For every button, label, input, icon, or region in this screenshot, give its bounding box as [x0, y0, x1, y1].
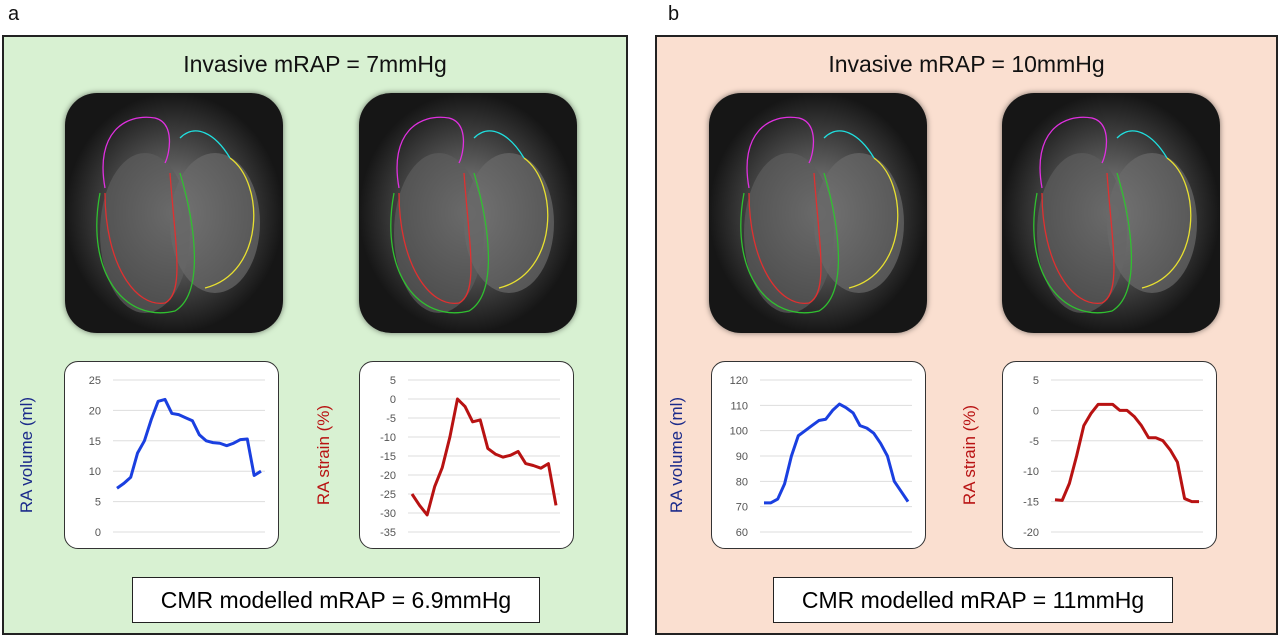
- y-tick-label: 0: [95, 527, 101, 539]
- y-tick-label: -10: [380, 432, 396, 444]
- series-line: [1054, 402, 1199, 504]
- y-tick-label: 10: [89, 466, 101, 478]
- panel-label-a: a: [8, 3, 20, 25]
- contour-line: [1041, 172, 1115, 304]
- y-axis-label: RA strain (%): [314, 404, 333, 506]
- y-tick-label: 100: [730, 426, 748, 438]
- mri-image-strain-tracking: [1002, 93, 1220, 333]
- contour-line: [96, 172, 196, 314]
- y-axis-label: RA strain (%): [960, 404, 979, 506]
- contour-line: [473, 130, 525, 159]
- contour-line: [390, 172, 490, 314]
- panel-a-title: Invasive mRAP = 7mmHg: [183, 51, 447, 77]
- modelled-mrap-box: CMR modelled mRAP = 11mmHg: [773, 577, 1173, 623]
- panel-b-title: Invasive mRAP = 10mmHg: [828, 51, 1105, 77]
- series-line: [116, 397, 262, 490]
- contour-line: [740, 172, 840, 314]
- mri-image-contours: [65, 93, 283, 333]
- contour-line: [398, 172, 472, 304]
- contour-line: [848, 157, 899, 289]
- contour-line: [823, 130, 875, 159]
- y-tick-label: -5: [1029, 436, 1039, 448]
- y-tick-label: 110: [730, 400, 748, 412]
- mri-image-contours: [709, 93, 927, 333]
- y-tick-label: -35: [380, 527, 396, 539]
- y-tick-label: -15: [1023, 497, 1039, 509]
- ra-volume-chart: 0 5 10 15 20 25: [64, 361, 279, 549]
- series-line: [764, 402, 910, 505]
- y-tick-label: 120: [730, 375, 748, 387]
- y-tick-label: 25: [89, 375, 101, 387]
- y-axis-label: RA volume (ml): [17, 396, 36, 514]
- contour-line: [204, 157, 255, 289]
- y-tick-label: -5: [386, 413, 396, 425]
- ra-strain-chart: -35 -30 -25 -20 -15 -10 -5 0 5: [359, 361, 574, 549]
- y-tick-label: -30: [380, 508, 396, 520]
- y-tick-label: -15: [380, 451, 396, 463]
- panel-b: Invasive mRAP = 10mmHg RA volume (ml) 60…: [655, 35, 1278, 635]
- contour-line: [1141, 157, 1192, 289]
- ra-strain-chart: -20 -15 -10 -5 0 5: [1002, 361, 1217, 549]
- y-tick-label: 60: [736, 527, 748, 539]
- y-tick-label: 5: [95, 497, 101, 509]
- contour-line: [498, 157, 549, 289]
- panel-a: Invasive mRAP = 7mmHg RA volume (ml) 0 5 1…: [2, 35, 628, 635]
- y-tick-label: 90: [736, 451, 748, 463]
- y-tick-label: 5: [1033, 375, 1039, 387]
- y-tick-label: 0: [390, 394, 396, 406]
- y-tick-label: 80: [736, 476, 748, 488]
- panel-label-b: b: [668, 3, 680, 25]
- contour-line: [179, 130, 231, 159]
- contour-line: [746, 116, 815, 189]
- y-tick-label: -25: [380, 489, 396, 501]
- mri-image-strain-tracking: [359, 93, 577, 333]
- y-tick-label: 5: [390, 375, 396, 387]
- contour-line: [102, 116, 171, 189]
- y-tick-label: 20: [89, 405, 101, 417]
- contour-line: [1033, 172, 1133, 314]
- contour-line: [104, 172, 178, 304]
- contour-line: [1039, 116, 1108, 189]
- y-tick-label: -10: [1023, 466, 1039, 478]
- contour-line: [1116, 130, 1168, 159]
- y-tick-label: -20: [1023, 527, 1039, 539]
- y-tick-label: 15: [89, 436, 101, 448]
- y-tick-label: 70: [736, 502, 748, 514]
- y-tick-label: -20: [380, 470, 396, 482]
- modelled-mrap-box: CMR modelled mRAP = 6.9mmHg: [132, 577, 540, 623]
- contour-line: [396, 116, 465, 189]
- y-tick-label: 0: [1033, 405, 1039, 417]
- contour-line: [748, 172, 822, 304]
- series-line: [410, 397, 558, 517]
- ra-volume-chart: 60 70 80 90 100 110 120: [711, 361, 926, 549]
- y-axis-label: RA volume (ml): [667, 396, 686, 514]
